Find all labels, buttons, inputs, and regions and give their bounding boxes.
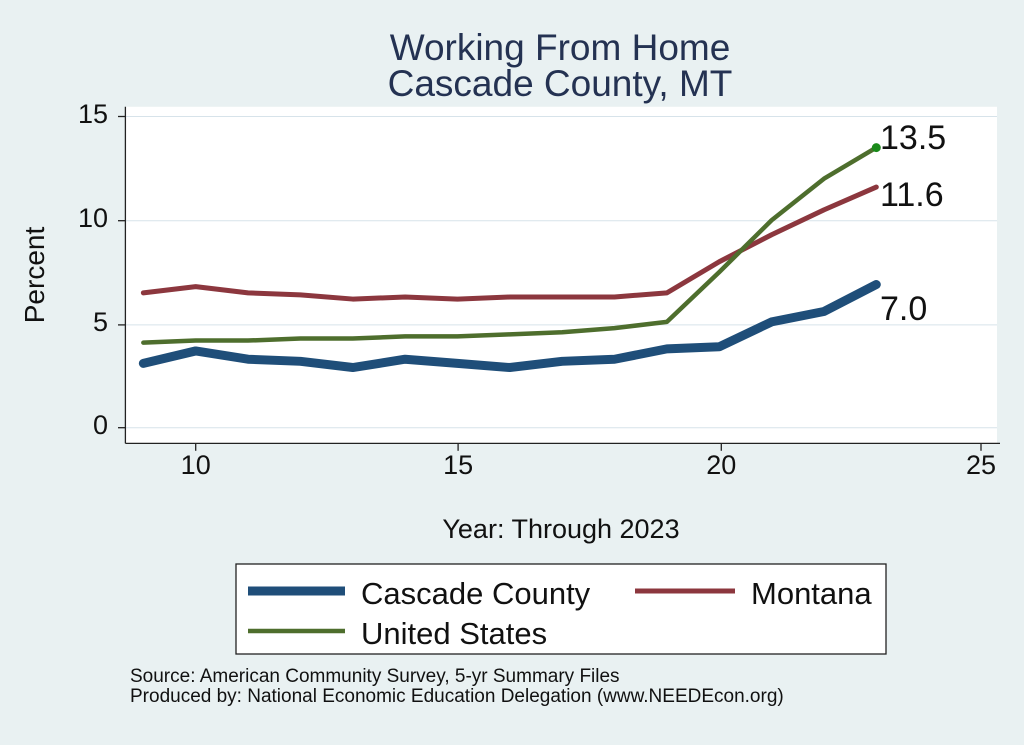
svg-text:United States: United States [361,616,547,651]
svg-text:15: 15 [78,99,108,129]
svg-text:20: 20 [706,450,736,480]
svg-text:13.5: 13.5 [880,119,946,157]
svg-text:15: 15 [443,450,473,480]
svg-text:Year: Through 2023: Year: Through 2023 [442,514,679,544]
svg-text:Cascade County, MT: Cascade County, MT [388,63,733,104]
svg-text:Cascade County: Cascade County [361,576,591,611]
svg-text:10: 10 [181,450,211,480]
svg-text:Produced by: National Economic: Produced by: National Economic Education… [130,686,784,707]
svg-text:Source: American Community Sur: Source: American Community Survey, 5-yr … [130,666,620,687]
svg-text:Working From Home: Working From Home [390,27,731,68]
svg-text:10: 10 [78,203,108,233]
svg-text:11.6: 11.6 [880,176,944,214]
svg-text:5: 5 [93,307,108,337]
svg-text:0: 0 [93,410,108,440]
svg-text:Montana: Montana [751,576,872,611]
svg-text:Percent: Percent [19,227,50,324]
svg-text:25: 25 [966,450,996,480]
svg-text:7.0: 7.0 [880,290,927,328]
